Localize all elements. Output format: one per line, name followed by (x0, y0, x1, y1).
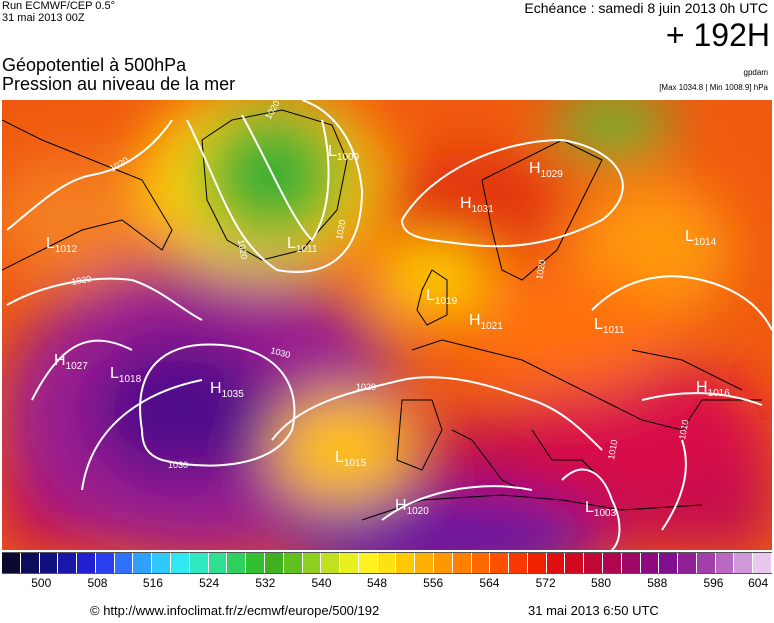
scale-swatch (20, 553, 40, 573)
scale-swatch (302, 553, 322, 573)
scale-swatch (358, 553, 378, 573)
valid-time: Echéance : samedi 8 juin 2013 0h UTC (524, 0, 768, 16)
scale-swatch (396, 553, 416, 573)
min-max-pressure: [Max 1034.8 | Min 1008.9] hPa (659, 83, 768, 92)
scale-swatch (433, 553, 453, 573)
product-code: gpdam (743, 68, 768, 77)
scale-swatch (152, 553, 172, 573)
run-model: Run ECMWF/CEP 0.5° (2, 0, 116, 12)
scale-swatch (77, 553, 96, 573)
isobar-label: 1020 (334, 219, 347, 240)
scale-swatch (696, 553, 716, 573)
scale-label: 532 (255, 576, 276, 590)
isobar-label: 1020 (534, 259, 547, 280)
scale-label: 508 (87, 576, 108, 590)
scale-swatch (715, 553, 735, 573)
scale-label: 516 (142, 576, 163, 590)
scale-swatch (321, 553, 341, 573)
scale-swatch (227, 553, 247, 573)
scale-label: 500 (31, 576, 52, 590)
scale-swatch (621, 553, 641, 573)
title-geopotential: Géopotentiel à 500hPa (2, 55, 187, 75)
isobar-label: 1010 (606, 439, 619, 460)
scale-swatch (415, 553, 434, 573)
scale-swatch (133, 553, 153, 573)
isobars (6, 100, 772, 550)
isobar-label: 1020 (71, 274, 92, 287)
scale-swatch (114, 553, 134, 573)
scale-label: 524 (199, 576, 220, 590)
scale-swatch (377, 553, 397, 573)
scale-swatch (452, 553, 472, 573)
scale-swatch (264, 553, 284, 573)
scale-labels: 500 508 516 524 532 540 548 556 564 572 … (2, 576, 772, 592)
generation-time: 31 mai 2013 6:50 UTC (528, 603, 659, 618)
scale-label: 580 (591, 576, 612, 590)
pressure-centers: H1029 H1031 L1009 L1011 L1012 L1014 H102… (46, 143, 730, 519)
scale-swatch (189, 553, 209, 573)
scale-label: 604 (748, 576, 769, 590)
map-titles: Géopotentiel à 500hPa Pression au niveau… (2, 56, 235, 94)
isobar-label: 1010 (677, 419, 690, 440)
scale-swatch (208, 553, 228, 573)
isobar-label: 1020 (356, 382, 376, 392)
scale-swatch (39, 553, 59, 573)
scale-swatch (753, 553, 773, 573)
scale-swatch (509, 553, 528, 573)
scale-label: 564 (479, 576, 500, 590)
source-link[interactable]: © http://www.infoclimat.fr/z/ecmwf/europ… (90, 603, 380, 618)
run-date: 31 mai 2013 00Z (2, 12, 85, 24)
scale-swatch (340, 553, 359, 573)
scale-swatch (678, 553, 697, 573)
scale-swatch (246, 553, 265, 573)
lead-time: + 192H (665, 17, 770, 53)
scale-swatch (283, 553, 303, 573)
scale-swatch (565, 553, 585, 573)
scale-label: 572 (535, 576, 556, 590)
scale-swatch (58, 553, 78, 573)
scale-label: 556 (423, 576, 444, 590)
scale-label: 540 (311, 576, 332, 590)
geopotential-color-scale (2, 552, 773, 574)
scale-label: 588 (647, 576, 668, 590)
run-info: Run ECMWF/CEP 0.5° 31 mai 2013 00Z (2, 0, 115, 24)
scale-swatch (471, 553, 491, 573)
scale-swatch (584, 553, 603, 573)
scale-swatch (546, 553, 566, 573)
scale-label: 548 (366, 576, 387, 590)
scale-swatch (490, 553, 510, 573)
scale-label: 596 (703, 576, 724, 590)
scale-swatch (734, 553, 754, 573)
scale-swatch (640, 553, 660, 573)
scale-swatch (659, 553, 679, 573)
isobar-label: 1020 (236, 239, 249, 260)
scale-swatch (603, 553, 622, 573)
scale-swatch (95, 553, 115, 573)
scale-swatch (527, 553, 547, 573)
isobar-label: 1030 (168, 460, 188, 470)
weather-map: H1029 H1031 L1009 L1011 L1012 L1014 H102… (2, 100, 772, 550)
title-pressure: Pression au niveau de la mer (2, 74, 236, 94)
scale-swatch (171, 553, 190, 573)
scale-swatch (2, 553, 21, 573)
